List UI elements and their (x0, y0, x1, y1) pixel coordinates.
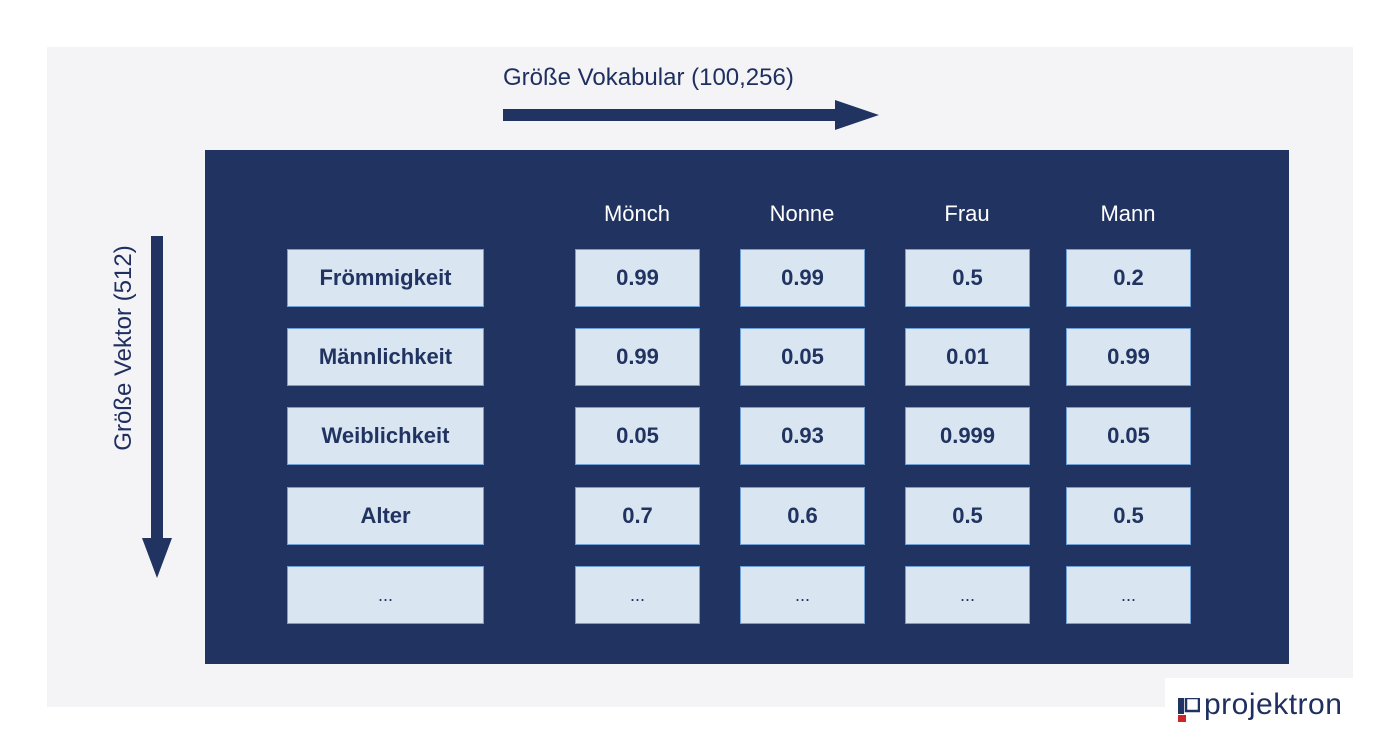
logo-background (1165, 678, 1353, 732)
column-header-frau: Frau (944, 201, 990, 226)
value-cell: 0.99 (1066, 328, 1191, 386)
row-label-maennlichkeit: Männlichkeit (287, 328, 484, 386)
row-label-froemmigkeit: Frömmigkeit (287, 249, 484, 307)
value-cell: ... (575, 566, 700, 624)
value-cell: 0.93 (740, 407, 865, 465)
value-cell: 0.5 (905, 249, 1030, 307)
value-cell: 0.99 (740, 249, 865, 307)
value-cell: 0.05 (575, 407, 700, 465)
column-header-nonne: Nonne (769, 201, 835, 226)
column-header-mann: Mann (1100, 201, 1156, 226)
projektron-logo-icon (1178, 698, 1200, 722)
value-cell: 0.05 (1066, 407, 1191, 465)
value-cell: 0.6 (740, 487, 865, 545)
row-label-alter: Alter (287, 487, 484, 545)
value-cell: 0.5 (1066, 487, 1191, 545)
value-cell: ... (905, 566, 1030, 624)
value-cell: 0.2 (1066, 249, 1191, 307)
vector-arrow-icon (142, 236, 172, 578)
value-cell: 0.999 (905, 407, 1030, 465)
row-label-ellipsis: ... (287, 566, 484, 624)
vocabulary-arrow-icon (503, 100, 879, 130)
value-cell: 0.99 (575, 249, 700, 307)
logo-wordmark: projektron (1204, 688, 1343, 721)
vocabulary-size-label: Größe Vokabular (100,256) (503, 64, 794, 91)
value-cell: 0.05 (740, 328, 865, 386)
value-cell: ... (1066, 566, 1191, 624)
value-cell: 0.5 (905, 487, 1030, 545)
row-label-weiblichkeit: Weiblichkeit (287, 407, 484, 465)
vector-size-label: Größe Vektor (512) (110, 245, 137, 451)
value-cell: ... (740, 566, 865, 624)
value-cell: 0.99 (575, 328, 700, 386)
value-cell: 0.7 (575, 487, 700, 545)
column-header-moench: Mönch (603, 201, 671, 226)
value-cell: 0.01 (905, 328, 1030, 386)
